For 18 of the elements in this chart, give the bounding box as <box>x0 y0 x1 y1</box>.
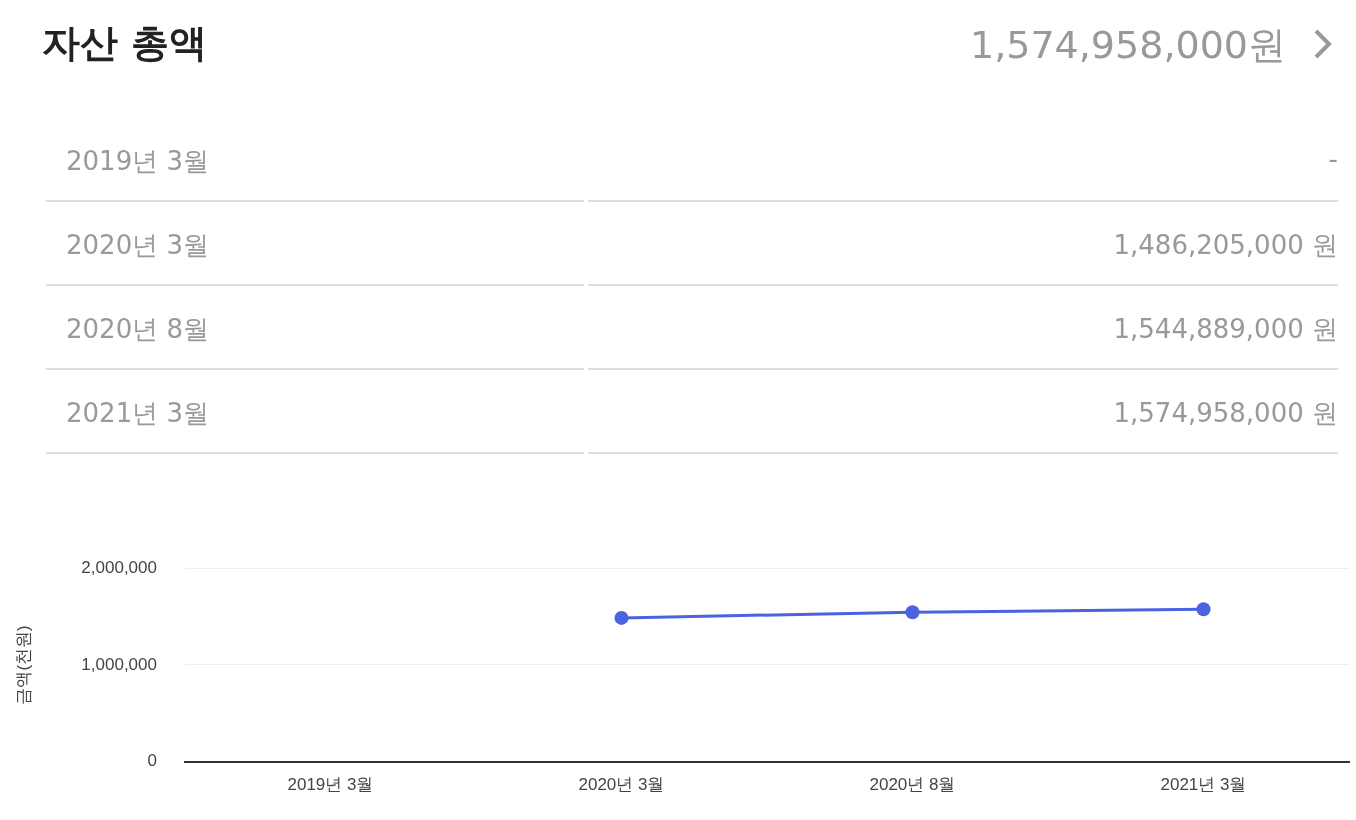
text: 1,486,205,000 원 <box>1113 229 1338 262</box>
y-tick-label: 1,000,000 <box>81 654 157 674</box>
text: 2020년 8월 <box>66 313 209 346</box>
chart-title: 자산 총액 <box>42 20 208 67</box>
y-tick-label: 2,000,000 <box>81 557 157 577</box>
text: 1,544,889,000 원 <box>1113 313 1338 346</box>
text: 1,574,958,000 원 <box>1113 397 1338 430</box>
x-tick-label: 2019년 3월 <box>287 775 374 795</box>
text: 2020년 3월 <box>66 229 209 262</box>
y-tick-label: 0 <box>147 751 157 771</box>
x-tick-label: 2020년 3월 <box>578 775 665 795</box>
text: 2019년 3월 <box>66 145 209 178</box>
text: - <box>1328 144 1338 174</box>
text: 1,574,958,000원 <box>969 22 1286 69</box>
x-tick-label: 2021년 3월 <box>1160 775 1247 795</box>
text: 2021년 3월 <box>66 397 209 430</box>
y-axis-title: 금액(천원) <box>13 625 33 705</box>
x-tick-label: 2020년 8월 <box>869 775 956 795</box>
